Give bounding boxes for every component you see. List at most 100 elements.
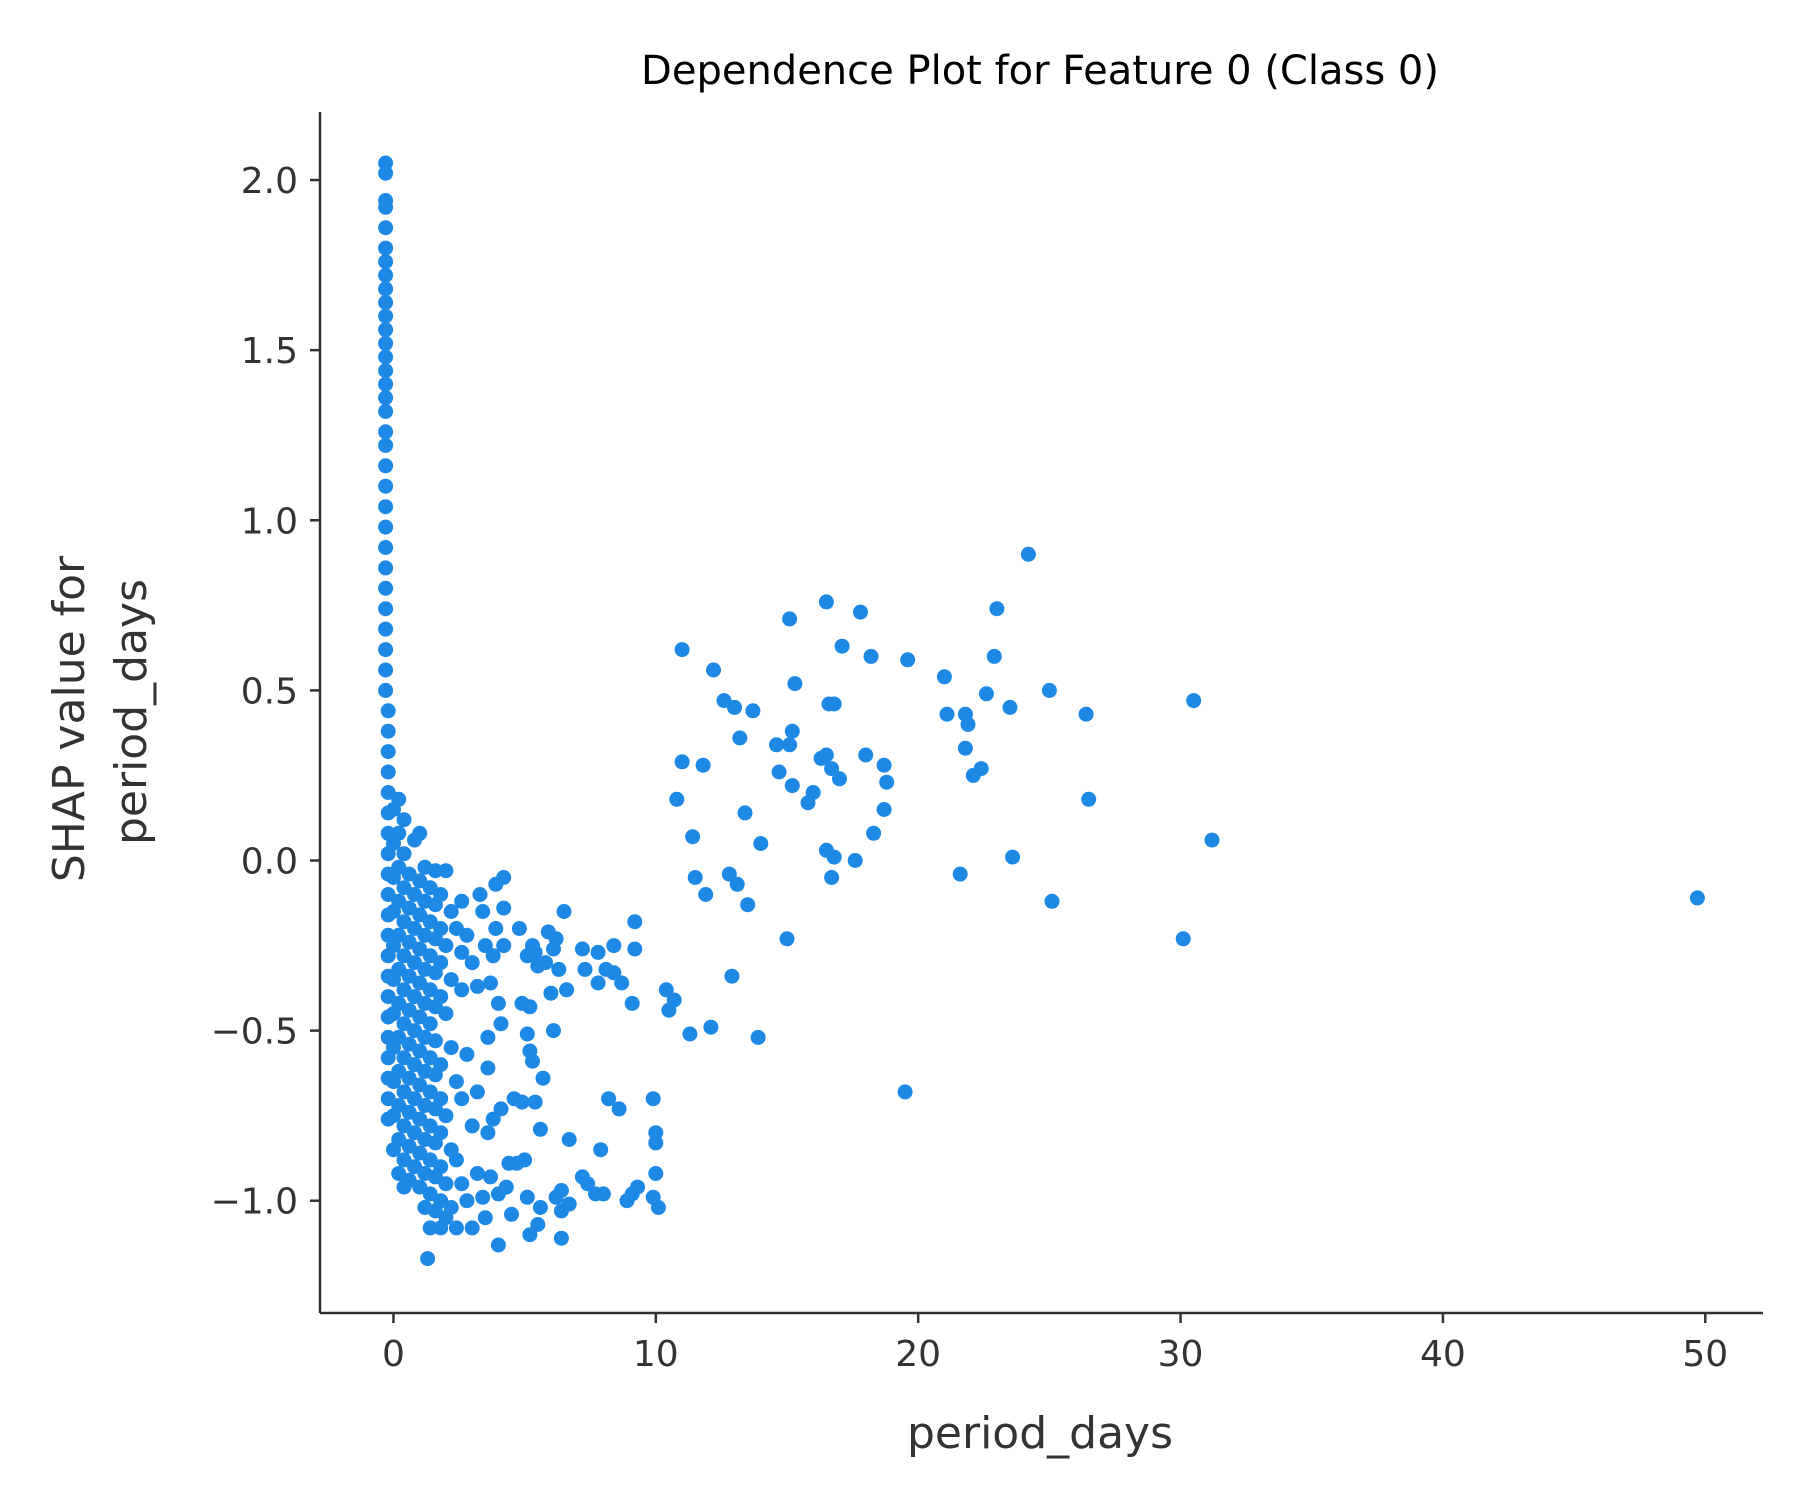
data-point <box>543 985 559 1001</box>
data-point <box>601 1091 617 1107</box>
data-point <box>443 972 459 988</box>
data-point <box>443 1200 459 1215</box>
data-point <box>378 254 394 270</box>
data-point <box>784 778 800 794</box>
data-point <box>593 1142 609 1158</box>
data-point <box>380 764 396 780</box>
data-point <box>433 955 449 971</box>
data-point <box>858 747 874 763</box>
data-point <box>553 1230 569 1246</box>
data-point <box>724 968 740 984</box>
data-point <box>378 308 394 324</box>
data-point <box>391 791 407 807</box>
data-point <box>443 1040 459 1056</box>
data-point <box>378 424 394 440</box>
data-point <box>986 648 1002 664</box>
data-point <box>879 774 895 790</box>
data-point <box>433 887 449 902</box>
data-point <box>496 938 512 954</box>
data-point <box>378 560 394 576</box>
y-tick-label: −0.5 <box>211 1012 298 1053</box>
data-point <box>1081 791 1097 807</box>
data-point <box>378 499 394 515</box>
data-point <box>590 944 606 960</box>
data-point <box>538 955 554 971</box>
data-point <box>753 836 769 851</box>
data-point <box>427 863 443 879</box>
y-tick-label: −1.0 <box>211 1182 298 1223</box>
data-point <box>847 853 863 868</box>
y-axis-ticks: −1.0 −0.5 0.0 0.5 1.0 1.5 2.0 <box>211 161 320 1223</box>
data-point <box>511 921 527 936</box>
data-point <box>422 1220 438 1236</box>
data-point <box>496 870 512 885</box>
data-point <box>1689 890 1705 906</box>
data-point <box>745 703 761 719</box>
data-point <box>496 900 512 916</box>
data-point <box>525 1053 540 1069</box>
y-tick-label: 1.5 <box>241 331 298 372</box>
data-point <box>488 921 504 936</box>
data-point <box>650 1200 666 1215</box>
data-point <box>378 165 394 181</box>
data-point <box>475 904 491 919</box>
data-point <box>378 642 394 658</box>
data-point <box>485 1111 501 1127</box>
data-point <box>454 944 470 960</box>
data-point <box>378 662 394 678</box>
data-point <box>824 761 840 777</box>
data-point <box>553 1183 569 1198</box>
data-point <box>737 805 753 821</box>
data-point <box>614 975 630 991</box>
data-point <box>1020 546 1036 562</box>
data-point <box>519 1026 535 1042</box>
data-point <box>989 601 1005 617</box>
data-point <box>960 716 976 732</box>
data-point <box>1186 693 1202 709</box>
data-point <box>480 1060 496 1076</box>
data-point <box>378 601 394 617</box>
chart-title: Dependence Plot for Feature 0 (Class 0) <box>641 48 1439 94</box>
data-point <box>378 363 394 379</box>
data-point <box>490 995 506 1011</box>
data-point <box>443 904 459 919</box>
data-point <box>577 961 593 977</box>
data-point <box>740 897 756 913</box>
data-point <box>378 458 394 474</box>
data-point <box>1175 931 1191 947</box>
data-point <box>685 829 701 845</box>
data-point <box>480 1029 496 1045</box>
data-point <box>876 802 892 817</box>
data-point <box>427 1033 443 1049</box>
data-point <box>606 965 622 981</box>
data-point <box>703 1019 719 1035</box>
data-point <box>832 771 847 787</box>
data-point <box>627 914 643 930</box>
data-point <box>448 1152 464 1168</box>
data-point <box>493 1016 509 1032</box>
data-point <box>454 1176 470 1192</box>
data-point <box>522 999 538 1015</box>
data-point <box>876 757 892 773</box>
data-point <box>1044 893 1060 909</box>
y-tick-label: 1.0 <box>241 501 298 542</box>
data-point <box>669 791 685 807</box>
data-point <box>459 1046 475 1062</box>
data-point <box>1005 849 1021 865</box>
data-point <box>805 785 821 800</box>
x-tick-label: 40 <box>1420 1334 1466 1375</box>
data-point <box>378 240 394 256</box>
data-point <box>698 887 714 902</box>
data-point <box>530 1217 546 1232</box>
data-point <box>834 638 850 654</box>
data-point <box>378 437 394 453</box>
y-tick-label: 0.0 <box>241 841 298 882</box>
data-point <box>448 1220 464 1236</box>
data-point <box>483 1169 498 1185</box>
data-point <box>548 931 564 947</box>
data-point <box>464 1220 480 1236</box>
data-point <box>732 730 748 746</box>
x-tick-label: 0 <box>382 1334 405 1375</box>
data-point <box>378 335 394 351</box>
